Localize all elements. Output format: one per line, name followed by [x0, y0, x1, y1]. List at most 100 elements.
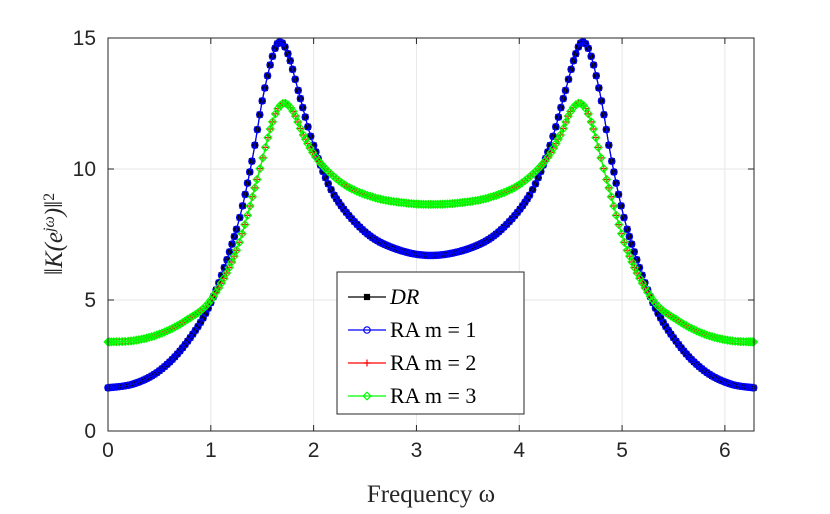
data-point: [253, 125, 262, 134]
data-point: [243, 179, 252, 187]
data-point: [676, 317, 686, 328]
data-point: [569, 56, 578, 65]
data-point: [381, 195, 391, 205]
data-point: [689, 325, 699, 335]
data-point: [734, 382, 742, 390]
data-point: [324, 179, 333, 188]
data-point: [263, 133, 273, 143]
data-point: [386, 196, 396, 206]
data-point: [571, 100, 581, 110]
data-point: [612, 179, 620, 187]
data-point: [605, 141, 613, 149]
legend-entry-3: RA m = 2: [348, 350, 476, 375]
data-point: [736, 382, 745, 391]
data-point: [616, 229, 627, 239]
data-point: [352, 186, 362, 196]
data-point: [574, 43, 583, 51]
y-tick-label: 10: [73, 158, 96, 181]
data-point: [296, 94, 305, 103]
data-point: [434, 251, 443, 259]
legend-entry-1: DR: [348, 284, 420, 309]
data-point: [228, 240, 236, 248]
data-point: [610, 168, 618, 176]
data-point: [193, 308, 203, 318]
data-point: [273, 103, 283, 114]
legend-entry-4: RA m = 3: [348, 383, 476, 408]
data-point: [293, 117, 303, 127]
data-point: [525, 171, 536, 181]
series-group: [103, 38, 759, 392]
data-point: [478, 194, 488, 204]
data-point: [301, 113, 310, 121]
data-point: [681, 321, 691, 331]
data-point: [235, 213, 244, 222]
data-point: [473, 195, 483, 205]
data-point: [623, 225, 632, 234]
data-point: [375, 194, 386, 204]
data-point: [416, 251, 425, 259]
data-point: [201, 301, 211, 311]
data-point: [265, 124, 275, 134]
data-point: [583, 109, 593, 119]
plot-border: [107, 37, 755, 432]
data-point: [593, 142, 603, 153]
data-point: [208, 291, 219, 301]
data-point: [414, 250, 422, 259]
data-point: [251, 141, 259, 149]
legend-label: DR: [389, 284, 420, 309]
legend-marker: [362, 391, 372, 401]
data-point: [368, 192, 378, 202]
data-point: [481, 193, 491, 204]
data-point: [424, 251, 433, 260]
data-point: [298, 103, 307, 112]
data-point: [266, 61, 274, 69]
data-point: [431, 251, 440, 260]
data-point: [531, 179, 540, 188]
x-axis-label: Frequency ω: [367, 481, 495, 508]
data-point: [206, 295, 216, 305]
y-axis-label-superscript: jω: [41, 216, 58, 234]
data-point: [245, 168, 254, 176]
x-tick-label: 5: [616, 439, 628, 462]
svg-text:‖K(ejω)‖2: ‖K(ejω)‖2: [41, 193, 69, 275]
data-point: [285, 103, 296, 113]
data-point: [591, 133, 601, 143]
data-point: [267, 117, 278, 127]
data-point: [436, 251, 445, 259]
data-point: [717, 334, 728, 344]
data-point: [592, 71, 601, 80]
data-point: [528, 169, 538, 179]
data-point: [645, 291, 655, 301]
x-tick-label: 0: [102, 439, 114, 462]
data-point: [595, 84, 603, 92]
y-axis-label: ‖K(ejω)‖2: [41, 193, 69, 275]
legend-marker: [363, 359, 371, 367]
data-point: [584, 44, 593, 53]
data-point: [439, 250, 448, 259]
data-point: [237, 229, 247, 239]
data-point: [360, 189, 370, 200]
data-point: [278, 98, 288, 109]
data-point: [601, 174, 612, 185]
data-point: [710, 332, 720, 343]
data-point: [344, 182, 354, 193]
data-point: [131, 335, 141, 345]
data-point: [531, 166, 541, 176]
data-point: [538, 159, 548, 169]
data-point: [347, 184, 357, 194]
data-point: [715, 334, 725, 344]
data-point: [630, 248, 638, 256]
data-point: [429, 251, 438, 260]
y-tick-label: 15: [73, 27, 96, 50]
data-point: [373, 193, 383, 204]
data-point: [533, 164, 543, 174]
legend-marker: [363, 326, 371, 334]
data-point: [599, 164, 609, 174]
data-point: [663, 309, 673, 320]
data-point: [144, 332, 154, 343]
data-point: [747, 337, 757, 347]
data-point: [342, 181, 352, 191]
data-point: [378, 195, 388, 205]
data-point: [280, 98, 291, 108]
data-point: [702, 330, 712, 340]
